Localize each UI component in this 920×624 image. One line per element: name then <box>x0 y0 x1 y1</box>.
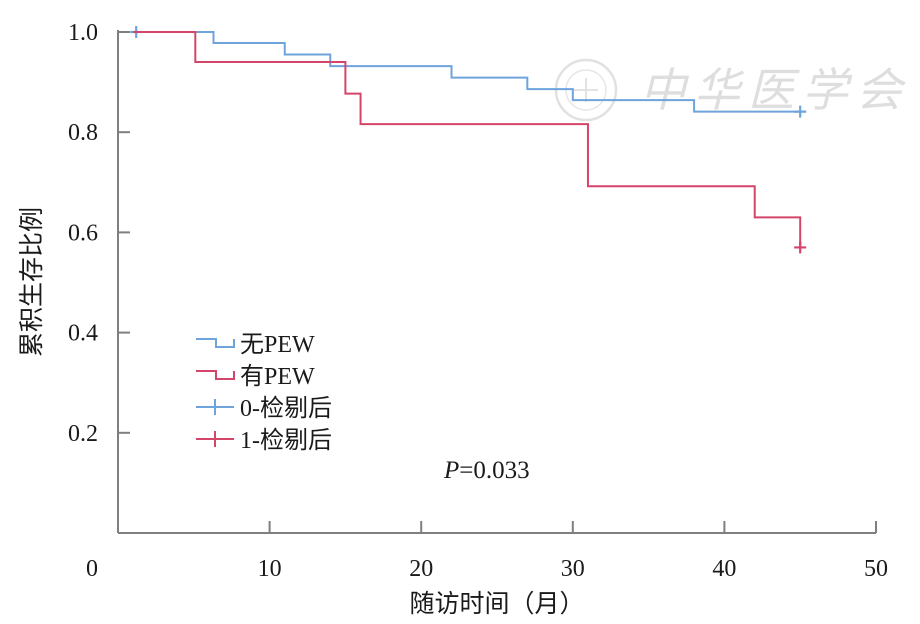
legend-item: 1-检剔后 <box>196 427 332 454</box>
p-value-prefix: P <box>443 457 459 484</box>
x-tick-label: 50 <box>864 556 888 582</box>
x-tick-label: 40 <box>712 556 736 582</box>
censor-mark <box>794 105 807 118</box>
legend-step-swatch <box>196 338 235 348</box>
legend-label: 有PEW <box>240 363 315 390</box>
legend: 无PEW 有PEW 0-检剔后 1-检剔后 <box>196 332 332 454</box>
censor-mark <box>794 241 807 254</box>
legend-plus-swatch <box>196 431 234 447</box>
legend-label: 1-检剔后 <box>240 427 332 454</box>
series-line-1 <box>133 31 802 248</box>
legend-step-swatch <box>196 370 235 380</box>
series-layer <box>130 26 807 254</box>
y-axis-ticks: 0.2 0.4 0.6 0.8 1.0 <box>68 20 130 447</box>
watermark: 中华医学会 <box>554 58 910 122</box>
p-value-number: =0.033 <box>459 457 529 484</box>
legend-label: 0-检剔后 <box>240 395 332 422</box>
x-axis-title: 随访时间（月） <box>409 590 584 618</box>
legend-item: 0-检剔后 <box>196 395 332 422</box>
y-tick-label: 0.4 <box>68 321 98 347</box>
y-tick-label: 0.8 <box>68 120 98 146</box>
x-tick-label: 30 <box>561 556 585 582</box>
legend-item: 有PEW <box>196 363 315 390</box>
legend-label: 无PEW <box>240 332 315 358</box>
x-tick-label: 10 <box>258 556 282 582</box>
p-value-annotation: P=0.033 <box>443 457 530 484</box>
y-tick-label: 0.6 <box>68 220 98 246</box>
legend-plus-swatch <box>196 399 234 415</box>
x-axis-ticks: 0 10 20 30 40 50 <box>86 521 888 582</box>
x-tick-label: 0 <box>86 556 98 582</box>
y-tick-label: 1.0 <box>68 20 98 46</box>
y-tick-label: 0.2 <box>68 421 98 447</box>
watermark-text: 中华医学会 <box>640 63 910 117</box>
legend-item: 无PEW <box>196 332 315 358</box>
series-line-0 <box>133 31 801 113</box>
axes <box>117 30 876 534</box>
y-axis-title: 累积生存比例 <box>18 207 46 357</box>
x-tick-label: 20 <box>409 556 433 582</box>
